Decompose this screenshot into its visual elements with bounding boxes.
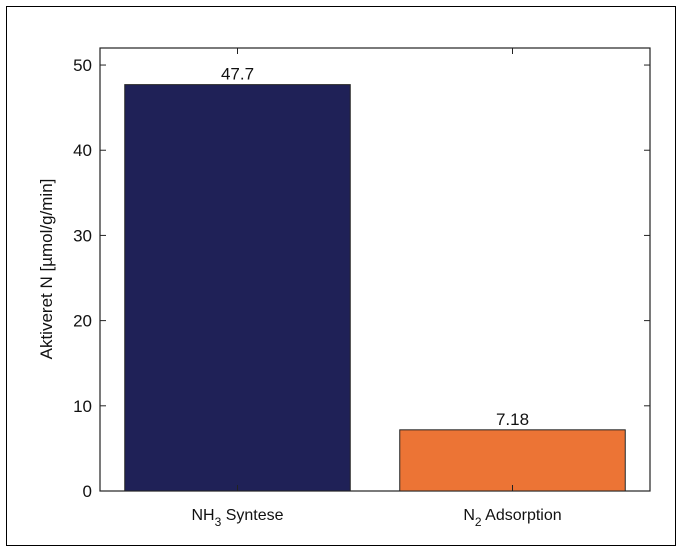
bar [124,84,351,492]
bar-value-label: 47.7 [221,65,254,84]
x-tick-label: NH3 Syntese [191,507,283,529]
y-axis: 0 10 20 30 40 50 [73,56,650,501]
x-tick-label: N2 Adsorption [463,507,561,529]
plot-area [99,47,651,492]
x-axis: NH3 Syntese N2 Adsorption [191,48,562,529]
bar-series [124,84,626,492]
bar [399,429,626,492]
y-axis-label: Aktiveret N [µmol/g/min] [37,179,56,360]
y-tick-label: 0 [83,482,92,501]
y-tick-label: 40 [73,141,92,160]
y-tick-label: 50 [73,56,92,75]
bar-value-label: 7.18 [496,410,529,429]
y-tick-label: 30 [73,226,92,245]
y-tick-label: 10 [73,397,92,416]
data-labels: 47.7 7.18 [221,65,529,429]
y-tick-label: 20 [73,312,92,331]
